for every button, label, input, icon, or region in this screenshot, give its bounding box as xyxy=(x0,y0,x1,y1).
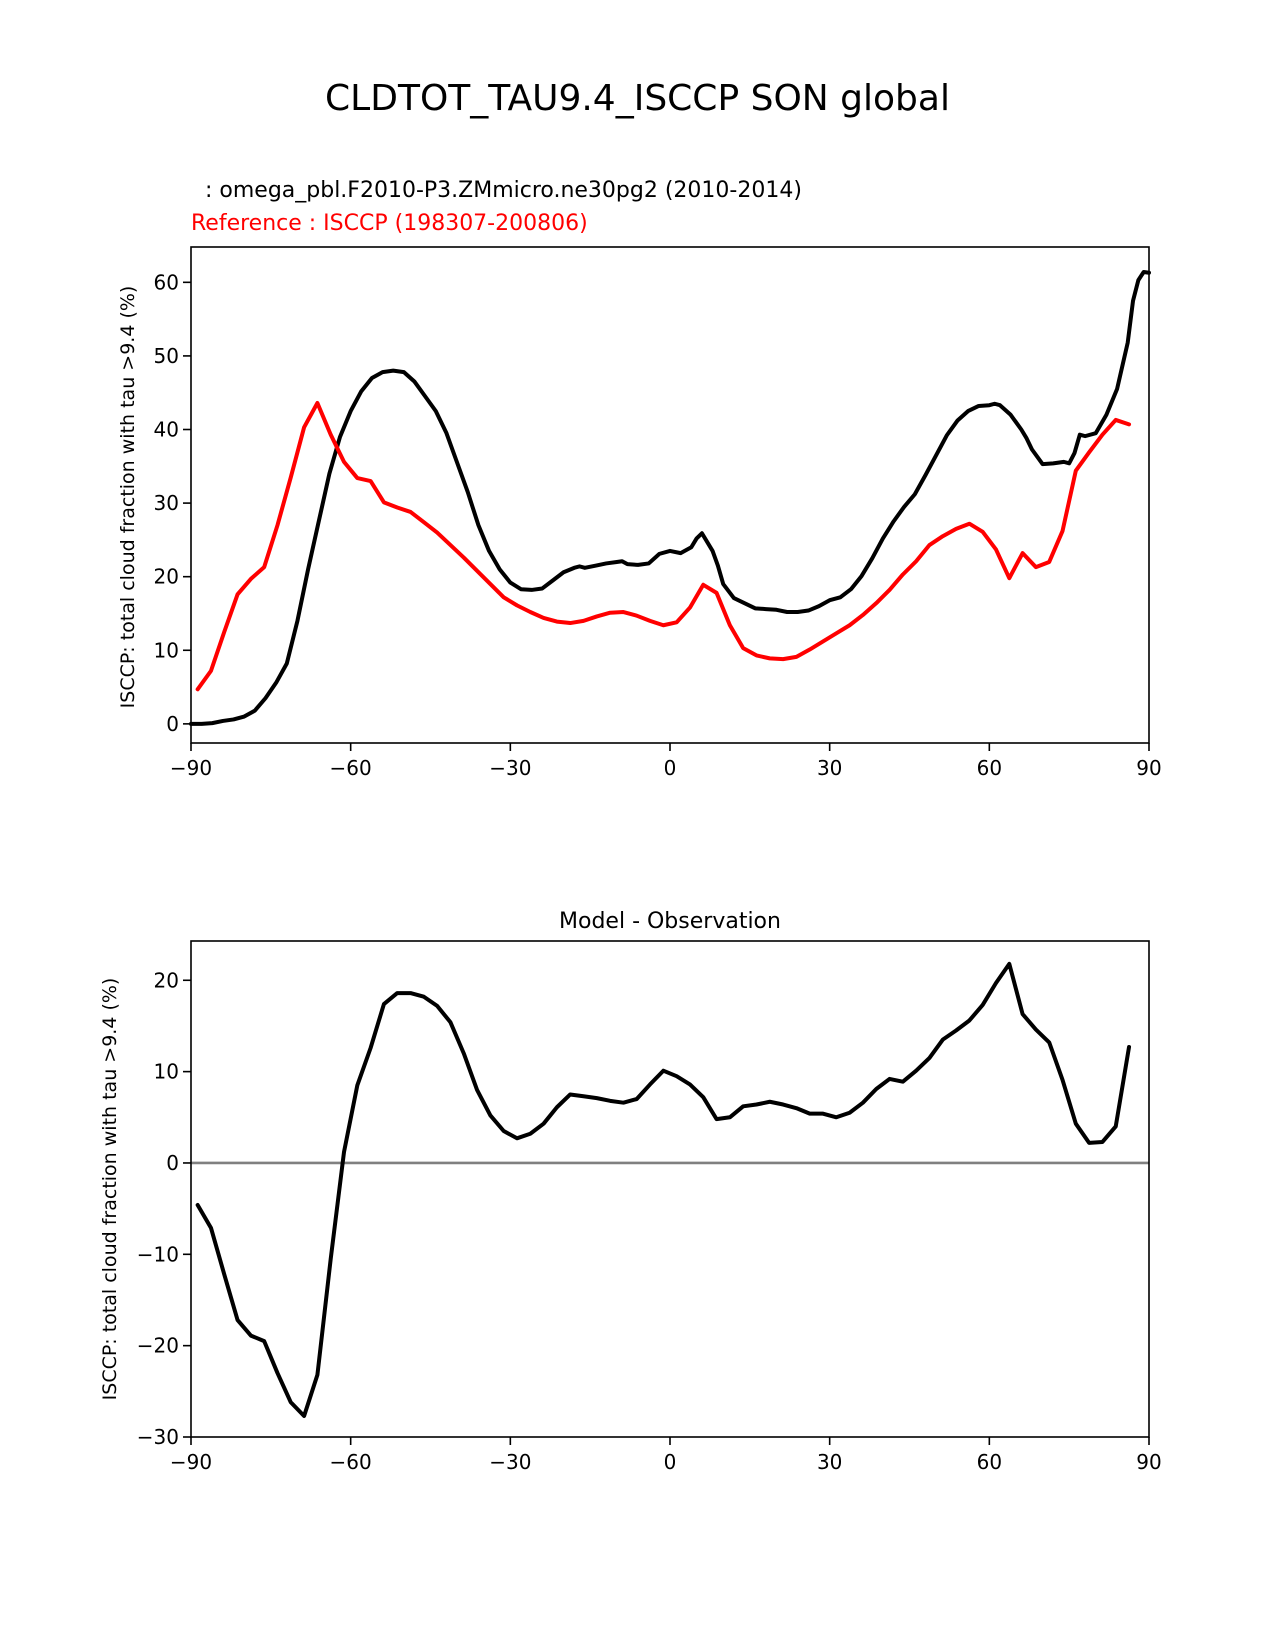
bottom-y-tick-label: 20 xyxy=(154,968,179,992)
bottom-series xyxy=(195,961,1132,1418)
bottom-panel: Model - Observation ISCCP: total cloud f… xyxy=(99,909,1162,1474)
top-series xyxy=(189,270,1151,726)
top-y-tick-label: 20 xyxy=(154,565,179,589)
bottom-x-ticks: −90 −60 −30 0 30 60 90 xyxy=(170,1437,1162,1474)
top-x-tick-label: −30 xyxy=(489,756,531,780)
top-x-tick-label: −60 xyxy=(330,756,372,780)
top-y-axis-label: ISCCP: total cloud fraction with tau >9.… xyxy=(117,286,139,709)
figure-title: CLDTOT_TAU9.4_ISCCP SON global xyxy=(325,78,950,119)
bottom-y-tick-label: −30 xyxy=(137,1425,179,1449)
bottom-y-tick-label: 0 xyxy=(166,1151,179,1175)
top-y-tick-label: 60 xyxy=(154,270,179,294)
top-y-ticks: 0 10 20 30 40 50 60 xyxy=(154,270,191,736)
bottom-title: Model - Observation xyxy=(559,909,781,934)
top-y-tick-label: 10 xyxy=(154,638,179,662)
bottom-y-axis-label: ISCCP: total cloud fraction with tau >9.… xyxy=(99,978,121,1401)
bottom-y-tick-label: 10 xyxy=(154,1060,179,1084)
bottom-x-tick-label: 30 xyxy=(817,1450,842,1474)
bottom-x-tick-label: −60 xyxy=(330,1450,372,1474)
top-x-ticks: −90 −60 −30 0 30 60 90 xyxy=(170,743,1162,780)
top-x-tick-label: −90 xyxy=(170,756,212,780)
reference-line xyxy=(195,401,1132,692)
top-panel: : omega_pbl.F2010-P3.ZMmicro.ne30pg2 (20… xyxy=(117,178,1162,780)
bottom-plot-frame xyxy=(190,940,1150,1438)
bottom-x-tick-label: 0 xyxy=(664,1450,677,1474)
model-line xyxy=(189,270,1151,726)
top-x-tick-label: 0 xyxy=(664,756,677,780)
top-x-tick-label: 90 xyxy=(1136,756,1161,780)
bottom-x-tick-label: 60 xyxy=(977,1450,1002,1474)
top-y-tick-label: 30 xyxy=(154,491,179,515)
bottom-x-tick-label: 90 xyxy=(1136,1450,1161,1474)
bottom-x-tick-label: −90 xyxy=(170,1450,212,1474)
bottom-x-tick-label: −30 xyxy=(489,1450,531,1474)
top-x-tick-label: 60 xyxy=(977,756,1002,780)
top-plot-frame xyxy=(190,246,1150,744)
bottom-y-ticks: −30 −20 −10 0 10 20 xyxy=(137,968,191,1449)
top-x-tick-label: 30 xyxy=(817,756,842,780)
top-y-tick-label: 40 xyxy=(154,418,179,442)
model-title: : omega_pbl.F2010-P3.ZMmicro.ne30pg2 (20… xyxy=(191,178,802,203)
top-y-tick-label: 0 xyxy=(166,712,179,736)
top-y-tick-label: 50 xyxy=(154,344,179,368)
reference-title: Reference : ISCCP (198307-200806) xyxy=(191,211,588,236)
bottom-y-tick-label: −20 xyxy=(137,1334,179,1358)
difference-line xyxy=(195,961,1132,1418)
bottom-y-tick-label: −10 xyxy=(137,1242,179,1266)
